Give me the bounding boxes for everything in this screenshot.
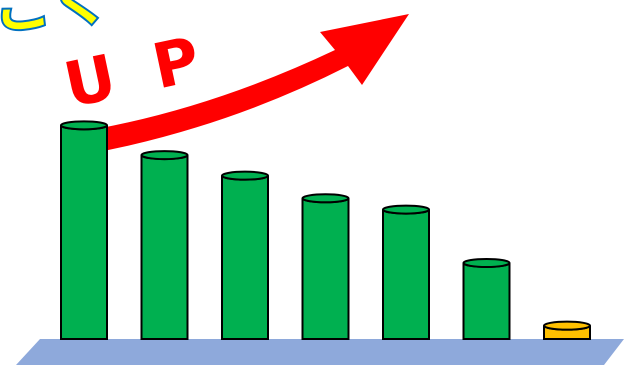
bar-6 bbox=[462, 257, 511, 340]
bar-5 bbox=[382, 204, 430, 340]
bar-body bbox=[60, 124, 108, 340]
bar-body bbox=[140, 154, 189, 340]
bar-7 bbox=[543, 320, 591, 340]
bar-top-cap bbox=[221, 170, 269, 181]
bar-top-cap bbox=[382, 204, 430, 215]
bar-top-cap bbox=[462, 257, 511, 268]
bar-1 bbox=[60, 120, 108, 340]
bar-body bbox=[382, 209, 430, 340]
rising-arrow bbox=[66, 14, 409, 157]
bar-top-cap bbox=[301, 193, 350, 204]
bar-body bbox=[301, 197, 350, 340]
chart-baseline-floor bbox=[16, 339, 624, 365]
bar-2 bbox=[140, 150, 189, 340]
bar-top-cap bbox=[60, 120, 108, 131]
headline-text: ごく bbox=[0, 0, 113, 43]
bar-4 bbox=[301, 193, 350, 340]
bar-3 bbox=[221, 170, 269, 340]
bar-body bbox=[221, 175, 269, 340]
bars-group bbox=[60, 120, 591, 340]
bar-top-cap bbox=[140, 150, 189, 161]
bar-top-cap bbox=[543, 320, 591, 331]
bar-body bbox=[462, 262, 511, 340]
